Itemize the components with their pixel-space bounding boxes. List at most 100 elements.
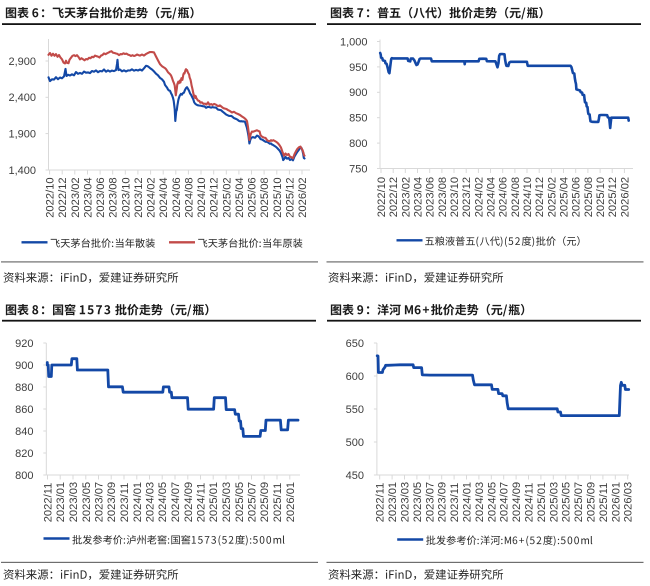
svg-text:2025/03: 2025/03 bbox=[548, 482, 560, 522]
svg-text:2025/08: 2025/08 bbox=[583, 177, 595, 217]
svg-text:2024/05: 2024/05 bbox=[157, 482, 169, 522]
svg-text:2025/03: 2025/03 bbox=[221, 482, 233, 522]
svg-text:2024/05: 2024/05 bbox=[486, 482, 498, 522]
svg-text:2022/12: 2022/12 bbox=[57, 177, 69, 217]
svg-text:2023/07: 2023/07 bbox=[424, 482, 436, 522]
svg-text:2024/03: 2024/03 bbox=[474, 482, 486, 522]
svg-text:2024/09: 2024/09 bbox=[511, 482, 523, 522]
svg-text:2023/11: 2023/11 bbox=[449, 483, 461, 523]
svg-text:1,900: 1,900 bbox=[8, 129, 36, 141]
svg-text:550: 550 bbox=[346, 404, 364, 416]
svg-text:2024/12: 2024/12 bbox=[534, 177, 546, 217]
svg-text:2024/07: 2024/07 bbox=[170, 482, 182, 522]
svg-text:820: 820 bbox=[15, 448, 33, 460]
svg-text:2025/08: 2025/08 bbox=[259, 177, 271, 217]
svg-text:2023/06: 2023/06 bbox=[95, 177, 107, 217]
svg-text:450: 450 bbox=[346, 470, 364, 482]
svg-text:920: 920 bbox=[15, 338, 33, 350]
svg-text:2025/05: 2025/05 bbox=[561, 482, 573, 522]
svg-text:880: 880 bbox=[15, 382, 33, 394]
svg-text:2024/07: 2024/07 bbox=[499, 482, 511, 522]
svg-text:2023/10: 2023/10 bbox=[449, 177, 461, 217]
svg-text:2023/08: 2023/08 bbox=[437, 177, 449, 217]
svg-text:2025/12: 2025/12 bbox=[284, 177, 296, 217]
svg-text:2024/11: 2024/11 bbox=[196, 483, 208, 523]
svg-text:2026/01: 2026/01 bbox=[285, 482, 297, 522]
svg-text:1,400: 1,400 bbox=[8, 165, 36, 177]
svg-text:2024/06: 2024/06 bbox=[498, 177, 510, 217]
svg-text:2025/09: 2025/09 bbox=[259, 482, 271, 522]
svg-text:750: 750 bbox=[349, 163, 367, 175]
svg-text:2023/12: 2023/12 bbox=[133, 177, 145, 217]
svg-text:2025/11: 2025/11 bbox=[598, 483, 610, 523]
svg-text:2025/01: 2025/01 bbox=[536, 482, 548, 522]
svg-text:2025/12: 2025/12 bbox=[607, 177, 619, 217]
svg-text:2024/06: 2024/06 bbox=[171, 177, 183, 217]
svg-text:2024/01: 2024/01 bbox=[132, 482, 144, 522]
svg-text:2025/01: 2025/01 bbox=[208, 482, 220, 522]
svg-text:2025/09: 2025/09 bbox=[586, 482, 598, 522]
svg-text:2024/11: 2024/11 bbox=[524, 483, 536, 523]
svg-text:2024/08: 2024/08 bbox=[183, 177, 195, 217]
svg-text:2023/08: 2023/08 bbox=[108, 177, 120, 217]
svg-text:2023/02: 2023/02 bbox=[400, 177, 412, 217]
svg-text:2023/05: 2023/05 bbox=[412, 482, 424, 522]
svg-text:2024/10: 2024/10 bbox=[196, 177, 208, 217]
svg-text:2,400: 2,400 bbox=[8, 92, 36, 104]
svg-text:2023/03: 2023/03 bbox=[68, 482, 80, 522]
svg-text:2026/01: 2026/01 bbox=[610, 482, 622, 522]
svg-text:600: 600 bbox=[346, 371, 364, 383]
svg-text:2023/07: 2023/07 bbox=[94, 482, 106, 522]
svg-text:2025/06: 2025/06 bbox=[247, 177, 259, 217]
svg-text:2022/12: 2022/12 bbox=[388, 177, 400, 217]
svg-text:2023/11: 2023/11 bbox=[119, 483, 131, 523]
svg-text:650: 650 bbox=[346, 338, 364, 350]
svg-text:900: 900 bbox=[349, 87, 367, 99]
svg-text:2023/05: 2023/05 bbox=[81, 482, 93, 522]
svg-text:2023/02: 2023/02 bbox=[70, 177, 82, 217]
svg-text:2024/01: 2024/01 bbox=[462, 482, 474, 522]
svg-text:2026/02: 2026/02 bbox=[619, 177, 631, 217]
svg-text:1,000: 1,000 bbox=[340, 36, 368, 48]
svg-text:2022/11: 2022/11 bbox=[375, 483, 387, 523]
svg-text:2024/08: 2024/08 bbox=[510, 177, 522, 217]
svg-text:2024/02: 2024/02 bbox=[146, 177, 158, 217]
svg-text:2023/04: 2023/04 bbox=[83, 177, 95, 217]
svg-text:2023/06: 2023/06 bbox=[425, 177, 437, 217]
svg-text:2023/09: 2023/09 bbox=[106, 482, 118, 522]
svg-text:2025/11: 2025/11 bbox=[272, 483, 284, 523]
svg-text:850: 850 bbox=[349, 113, 367, 125]
svg-text:2023/12: 2023/12 bbox=[461, 177, 473, 217]
svg-text:2024/03: 2024/03 bbox=[145, 482, 157, 522]
svg-text:2022/11: 2022/11 bbox=[43, 483, 55, 523]
svg-text:2023/01: 2023/01 bbox=[387, 482, 399, 522]
svg-text:2022/10: 2022/10 bbox=[45, 177, 57, 217]
svg-text:840: 840 bbox=[15, 426, 33, 438]
svg-text:2025/10: 2025/10 bbox=[272, 177, 284, 217]
svg-text:2025/02: 2025/02 bbox=[546, 177, 558, 217]
svg-text:2024/10: 2024/10 bbox=[522, 177, 534, 217]
svg-text:2026/03: 2026/03 bbox=[623, 482, 635, 522]
svg-text:860: 860 bbox=[15, 404, 33, 416]
svg-text:2024/12: 2024/12 bbox=[209, 177, 221, 217]
svg-text:800: 800 bbox=[349, 138, 367, 150]
svg-text:2026/02: 2026/02 bbox=[297, 177, 309, 217]
svg-text:2023/04: 2023/04 bbox=[413, 177, 425, 217]
svg-text:2022/10: 2022/10 bbox=[376, 177, 388, 217]
svg-text:2023/01: 2023/01 bbox=[55, 482, 67, 522]
svg-text:2025/07: 2025/07 bbox=[247, 482, 259, 522]
svg-text:500: 500 bbox=[346, 437, 364, 449]
svg-text:2025/04: 2025/04 bbox=[559, 177, 571, 217]
svg-text:950: 950 bbox=[349, 62, 367, 74]
svg-text:2023/03: 2023/03 bbox=[400, 482, 412, 522]
svg-text:2025/06: 2025/06 bbox=[571, 177, 583, 217]
svg-text:2025/05: 2025/05 bbox=[234, 482, 246, 522]
svg-text:900: 900 bbox=[15, 360, 33, 372]
svg-text:800: 800 bbox=[15, 470, 33, 482]
svg-text:2025/04: 2025/04 bbox=[234, 177, 246, 217]
svg-text:2025/07: 2025/07 bbox=[573, 482, 585, 522]
svg-text:2023/09: 2023/09 bbox=[437, 482, 449, 522]
svg-text:2024/04: 2024/04 bbox=[486, 177, 498, 217]
svg-text:2024/02: 2024/02 bbox=[473, 177, 485, 217]
svg-text:2,900: 2,900 bbox=[8, 56, 36, 68]
